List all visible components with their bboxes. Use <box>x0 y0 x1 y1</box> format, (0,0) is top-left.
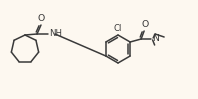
Text: O: O <box>38 14 45 23</box>
Text: Cl: Cl <box>114 24 122 33</box>
Text: NH: NH <box>49 29 62 38</box>
Text: O: O <box>142 20 149 29</box>
Text: N: N <box>152 34 159 43</box>
